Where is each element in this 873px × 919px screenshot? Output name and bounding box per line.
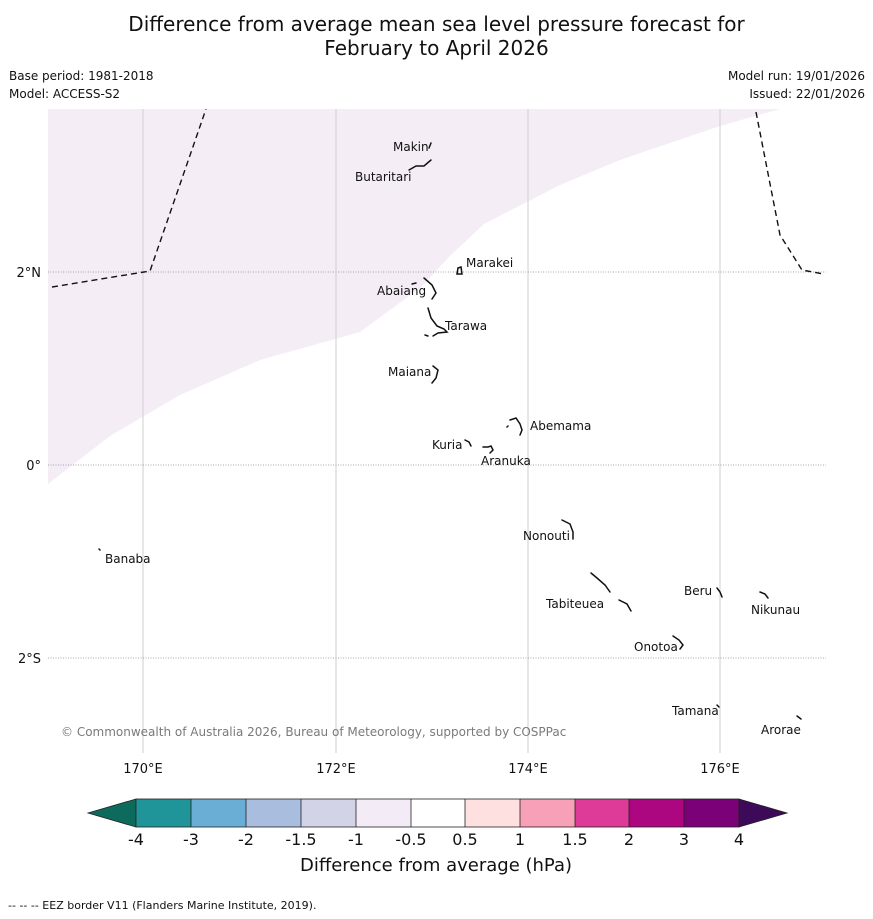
islands [98, 142, 802, 720]
colorbar-tick: 4 [734, 830, 744, 849]
colorbar-bin [246, 799, 301, 827]
label-tabiteuea: Tabiteuea [545, 597, 604, 611]
colorbar-tick: -3 [183, 830, 199, 849]
colorbar: -4 -3 -2 -1.5 -1 -0.5 0.5 1 1.5 2 3 4 Di… [86, 798, 789, 876]
island-kuria [464, 439, 472, 447]
copyright-notice: © Commonwealth of Australia 2026, Bureau… [61, 725, 566, 739]
label-beru: Beru [684, 584, 712, 598]
lat-gridlines [48, 271, 826, 659]
colorbar-tick: 2 [624, 830, 634, 849]
label-butaritari: Butaritari [355, 170, 412, 184]
eez-border-west [51, 108, 207, 288]
lat-labels: 2°N 0° 2°S [17, 266, 42, 667]
label-tamana: Tamana [671, 704, 719, 718]
lon-labels: 170°E 172°E 174°E 176°E [123, 762, 740, 777]
eez-footnote: -- -- -- EEZ border V11 (Flanders Marine… [8, 899, 317, 912]
gridlines [142, 109, 721, 753]
model-run: Model run: 19/01/2026 [727, 69, 865, 83]
colorbar-bin [301, 799, 356, 827]
colorbar-tick: 0.5 [452, 830, 477, 849]
label-aranuka: Aranuka [481, 454, 531, 468]
label-marakei: Marakei [466, 256, 513, 270]
place-labels: Makin Butaritari Marakei Abaiang Tarawa … [105, 140, 801, 737]
colorbar-tick: -0.5 [395, 830, 426, 849]
lon-label-170e: 170°E [123, 762, 163, 777]
island-abaiang [411, 277, 437, 300]
island-tarawa [424, 307, 449, 337]
island-abemama [506, 417, 523, 436]
issued-date: Issued: 22/01/2026 [749, 87, 865, 101]
title-line-1: Difference from average mean sea level p… [128, 12, 745, 36]
label-makin: Makin [393, 140, 429, 154]
meta-left: Base period: 1981-2018 Model: ACCESS-S2 [9, 67, 154, 103]
colorbar-bin [356, 799, 411, 827]
colorbar-frame [135, 798, 740, 828]
colorbar-bin [684, 799, 739, 827]
colorbar-bin [191, 799, 246, 827]
island-beru [716, 587, 723, 598]
island-marakei [456, 266, 463, 275]
island-arorae [796, 715, 802, 720]
label-abaiang: Abaiang [377, 284, 426, 298]
label-arorae: Arorae [761, 723, 801, 737]
label-maiana: Maiana [388, 365, 431, 379]
colorbar-tick: -1 [348, 830, 364, 849]
colorbar-under [86, 798, 137, 828]
island-aranuka [482, 445, 494, 454]
eez-border [51, 108, 824, 288]
lon-label-176e: 176°E [700, 762, 740, 777]
colorbar-tick: -4 [128, 830, 144, 849]
map-title: Difference from average mean sea level p… [0, 12, 873, 60]
colorbar-tick: 1.5 [562, 830, 587, 849]
pressure-anomaly-region [48, 109, 780, 484]
colorbar-tick: 3 [679, 830, 689, 849]
colorbar-bin [575, 799, 629, 827]
meta-right: Model run: 19/01/2026 Issued: 22/01/2026 [728, 67, 865, 103]
label-banaba: Banaba [105, 552, 151, 566]
title-line-2: February to April 2026 [324, 36, 549, 60]
island-maiana [431, 365, 439, 384]
eez-border-east [755, 111, 824, 275]
colorbar-bin [136, 799, 191, 827]
colorbar-over [738, 798, 789, 828]
label-tarawa: Tarawa [444, 319, 487, 333]
label-kuria: Kuria [432, 438, 463, 452]
lon-label-172e: 172°E [316, 762, 356, 777]
island-makin [428, 142, 432, 149]
label-nonouti: Nonouti [523, 529, 570, 543]
island-tamana [716, 704, 720, 708]
colorbar-tick: -2 [238, 830, 254, 849]
colorbar-tick: -1.5 [285, 830, 316, 849]
island-nonouti [561, 519, 574, 540]
colorbar-ticks: -4 -3 -2 -1.5 -1 -0.5 0.5 1 1.5 2 3 4 [128, 830, 744, 849]
colorbar-label: Difference from average (hPa) [300, 855, 572, 876]
lat-label-2n: 2°N [17, 266, 42, 281]
base-period: Base period: 1981-2018 [9, 69, 154, 83]
colorbar-bin [520, 799, 575, 827]
label-onotoa: Onotoa [634, 640, 678, 654]
island-nikunau [759, 591, 769, 599]
island-onotoa [672, 635, 684, 650]
colorbar-bin [629, 799, 684, 827]
label-nikunau: Nikunau [751, 603, 800, 617]
lon-label-174e: 174°E [508, 762, 548, 777]
colorbar-dividers [190, 799, 685, 827]
island-butaritari [408, 159, 432, 171]
colorbar-bin [411, 799, 465, 827]
island-tabiteuea [590, 572, 632, 612]
lat-label-2s: 2°S [18, 652, 41, 667]
colorbar-bin [465, 799, 520, 827]
label-abemama: Abemama [530, 419, 591, 433]
island-banaba [98, 548, 101, 551]
model-name: Model: ACCESS-S2 [9, 87, 121, 101]
lat-label-0: 0° [26, 459, 41, 474]
colorbar-tick: 1 [515, 830, 525, 849]
